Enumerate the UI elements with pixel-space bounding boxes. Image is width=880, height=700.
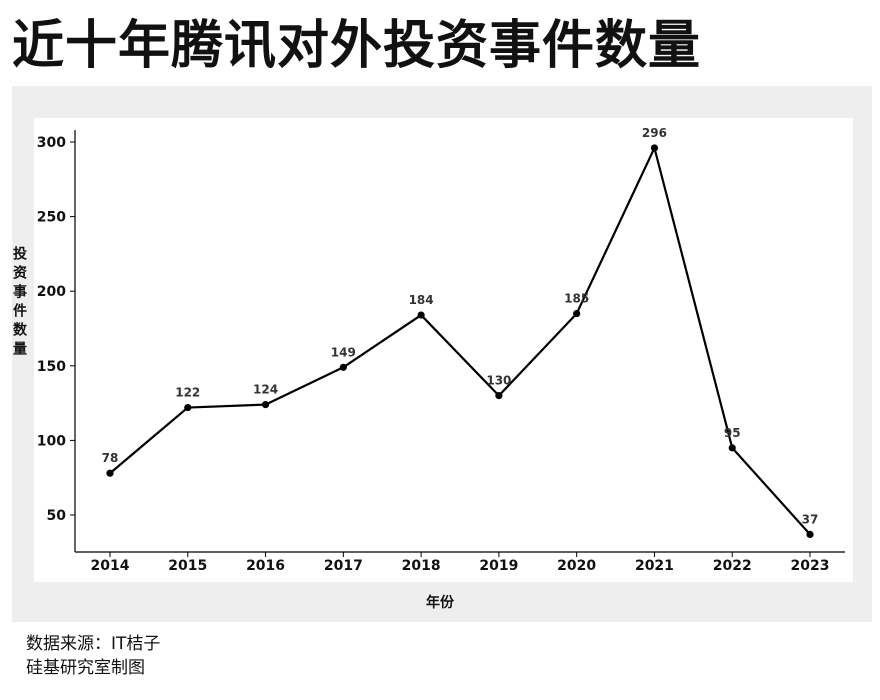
x-tick-label: 2023 [791,558,830,574]
y-tick-label: 100 [37,433,66,449]
y-tick-label: 300 [37,135,66,151]
data-point [495,392,503,400]
data-label: 95 [724,426,741,440]
x-tick-label: 2020 [557,558,596,574]
data-label: 124 [253,383,278,397]
data-label: 122 [175,386,200,400]
credit-note: 硅基研究室制图 [26,658,145,678]
y-axis-title: 投资事件数量 [13,247,28,358]
x-tick-label: 2017 [324,558,363,574]
plot-background [34,118,853,582]
x-tick-label: 2018 [402,558,441,574]
data-point [106,469,114,477]
data-point [261,400,270,409]
series-line [109,146,811,536]
data-label: 296 [642,126,667,140]
x-tick-label: 2021 [635,558,674,574]
y-tick-label: 150 [37,359,66,375]
page-title: 近十年腾讯对外投资事件数量 [12,16,702,76]
data-point [806,530,814,538]
x-tick-label: 2019 [479,558,518,574]
chart-footer: 数据来源：IT桔子 硅基研究室制图 [26,632,160,680]
data-point [728,444,736,452]
x-tick-label: 2015 [168,558,207,574]
x-axis-ticks: 2014 2015 2016 2017 2018 2019 2020 2021 2022 2023 [91,552,830,574]
data-label: 149 [331,345,356,359]
y-tick-label: 250 [37,210,66,226]
data-point [650,144,659,152]
data-label: 37 [802,512,819,526]
series-group: 78 122 124 149 184 130 185 296 95 37 [102,126,819,538]
chart-panel: 50 100 150 200 250 300 2014 2015 2016 2017 2018 20… [12,86,872,622]
x-tick-label: 2014 [91,558,130,574]
data-point [417,311,425,319]
y-axis-title-text: 投资事件数量 [13,247,28,358]
data-label: 130 [486,374,511,388]
x-axis-title: 年份 [426,594,455,611]
data-point [184,403,192,412]
x-tick-label: 2016 [246,558,285,574]
y-axis-ticks: 50 100 150 200 250 300 [37,135,75,524]
data-label: 185 [564,292,589,306]
y-tick-label: 50 [47,508,67,524]
y-tick-label: 200 [37,284,66,300]
data-point [339,363,347,371]
data-label: 184 [409,293,434,307]
data-point [573,309,581,318]
source-note: 数据来源：IT桔子 [26,634,161,654]
data-label: 78 [102,451,119,465]
x-tick-label: 2022 [713,558,752,574]
